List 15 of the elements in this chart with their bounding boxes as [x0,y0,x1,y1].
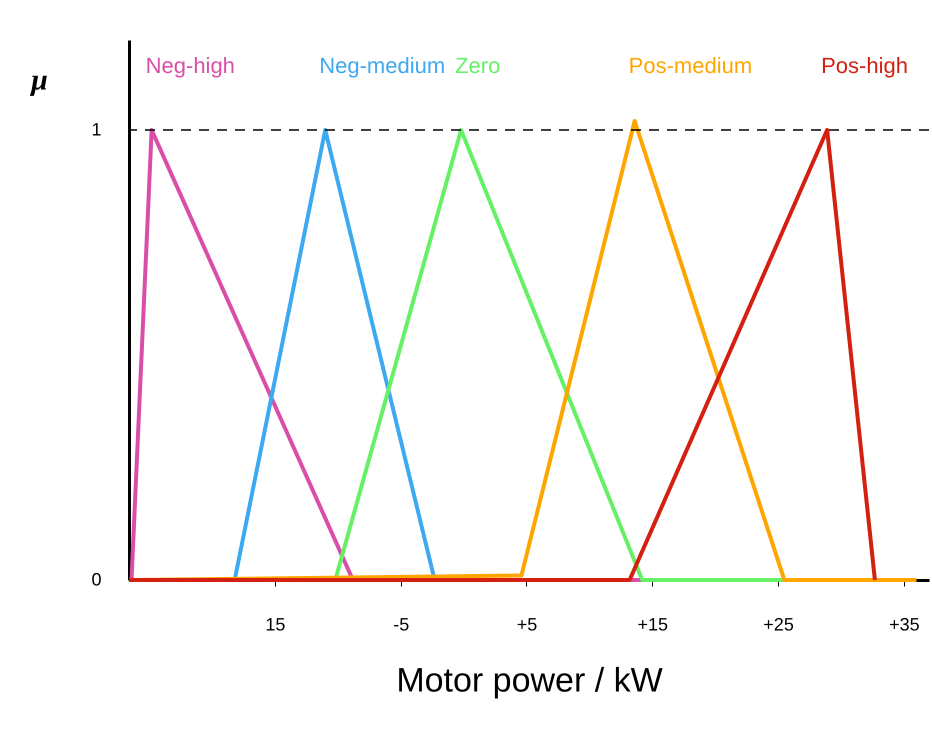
text: Neg-medium [319,53,446,78]
y-tick-label: 1 [91,120,102,140]
x-tick-label: +5 [516,614,538,634]
x-tick-label: +25 [763,614,794,634]
text: Neg-high [146,53,235,78]
x-tick-label: +35 [889,614,920,634]
x-axis-title: Motor power / kW [396,662,663,700]
y-axis-title: μ [29,64,48,96]
text: Zero [455,53,500,78]
series-label: Pos-medium [628,53,752,78]
x-tick-label: -5 [393,614,410,634]
y-tick-label: 0 [91,570,102,590]
x-tick-label: 15 [265,614,286,634]
text: Pos-high [821,53,908,78]
x-tick-label: +15 [637,614,668,634]
